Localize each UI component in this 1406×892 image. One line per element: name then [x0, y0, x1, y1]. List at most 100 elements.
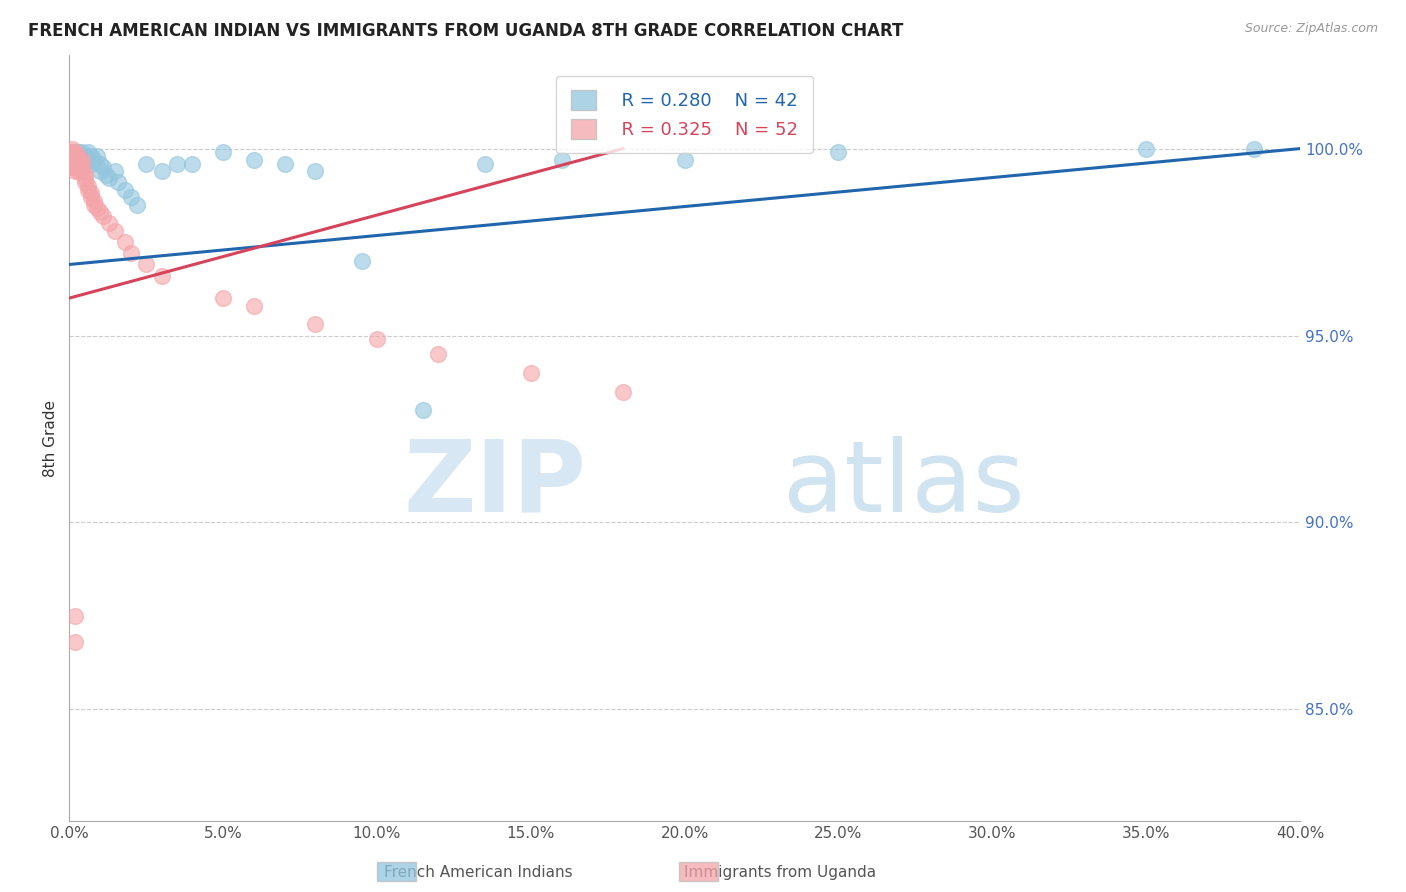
Point: [60, 149, 83, 163]
Point: [86, 149, 108, 163]
Point: [243, 299, 266, 313]
Point: [60, 153, 83, 167]
Legend:   R = 0.280    N = 42,   R = 0.325    N = 52: R = 0.280 N = 42, R = 0.325 N = 52: [557, 76, 813, 153]
Point: [212, 291, 235, 305]
Text: Source: ZipAtlas.com: Source: ZipAtlas.com: [1244, 22, 1378, 36]
Point: [107, 175, 129, 189]
Point: [673, 153, 696, 167]
Point: [67, 164, 90, 178]
Point: [212, 145, 235, 160]
Point: [70, 153, 93, 167]
Point: [166, 156, 188, 170]
Point: [80, 156, 103, 170]
Point: [135, 156, 157, 170]
Point: [76, 153, 98, 167]
Point: [427, 347, 450, 361]
Point: [304, 164, 326, 178]
Point: [150, 164, 173, 178]
Point: [474, 156, 496, 170]
Point: [73, 149, 96, 163]
Point: [60, 156, 83, 170]
Text: FRENCH AMERICAN INDIAN VS IMMIGRANTS FROM UGANDA 8TH GRADE CORRELATION CHART: FRENCH AMERICAN INDIAN VS IMMIGRANTS FRO…: [28, 22, 904, 40]
Point: [67, 149, 90, 163]
Point: [96, 168, 118, 182]
Point: [65, 161, 87, 175]
Point: [76, 145, 98, 160]
Point: [120, 190, 142, 204]
Point: [65, 149, 87, 163]
Point: [60, 145, 83, 160]
Point: [350, 253, 373, 268]
Point: [412, 403, 434, 417]
Point: [73, 156, 96, 170]
Point: [67, 156, 90, 170]
Point: [91, 209, 114, 223]
Point: [80, 149, 103, 163]
Point: [73, 175, 96, 189]
Text: Immigrants from Uganda: Immigrants from Uganda: [685, 865, 876, 880]
Point: [1135, 142, 1157, 156]
Point: [67, 161, 90, 175]
Point: [550, 153, 572, 167]
Point: [65, 153, 87, 167]
Point: [89, 156, 111, 170]
Point: [65, 149, 87, 163]
Point: [125, 197, 148, 211]
Point: [70, 161, 93, 175]
Point: [73, 168, 96, 182]
Point: [80, 190, 103, 204]
Point: [73, 171, 96, 186]
Point: [65, 145, 87, 160]
Point: [114, 235, 136, 249]
Point: [104, 224, 127, 238]
Point: [612, 384, 634, 399]
Point: [243, 153, 266, 167]
Point: [120, 246, 142, 260]
Point: [83, 197, 105, 211]
Point: [83, 194, 105, 208]
Point: [520, 366, 543, 380]
Point: [60, 149, 83, 163]
Text: atlas: atlas: [783, 436, 1025, 533]
Point: [65, 156, 87, 170]
Point: [65, 164, 87, 178]
Point: [86, 202, 108, 216]
Point: [60, 145, 83, 160]
Y-axis label: 8th Grade: 8th Grade: [44, 400, 58, 477]
Point: [135, 257, 157, 271]
Point: [114, 183, 136, 197]
Point: [60, 156, 83, 170]
Point: [60, 153, 83, 167]
Point: [273, 156, 295, 170]
Point: [60, 161, 83, 175]
Point: [67, 145, 90, 160]
Point: [366, 332, 388, 346]
Point: [98, 171, 121, 186]
Point: [76, 183, 98, 197]
Point: [91, 161, 114, 175]
Point: [89, 164, 111, 178]
Point: [827, 145, 849, 160]
Point: [70, 156, 93, 170]
Point: [98, 216, 121, 230]
Point: [181, 156, 204, 170]
Point: [104, 164, 127, 178]
Point: [60, 145, 83, 160]
Point: [60, 153, 83, 167]
Point: [83, 153, 105, 167]
Point: [80, 186, 103, 201]
Point: [150, 268, 173, 283]
Text: French American Indians: French American Indians: [384, 865, 572, 880]
Point: [65, 145, 87, 160]
Point: [65, 635, 87, 649]
Point: [70, 164, 93, 178]
Point: [60, 142, 83, 156]
Point: [67, 153, 90, 167]
Point: [65, 608, 87, 623]
Point: [1243, 142, 1265, 156]
Point: [70, 145, 93, 160]
Text: ZIP: ZIP: [404, 436, 586, 533]
Point: [76, 178, 98, 193]
Point: [70, 153, 93, 167]
Point: [89, 205, 111, 219]
